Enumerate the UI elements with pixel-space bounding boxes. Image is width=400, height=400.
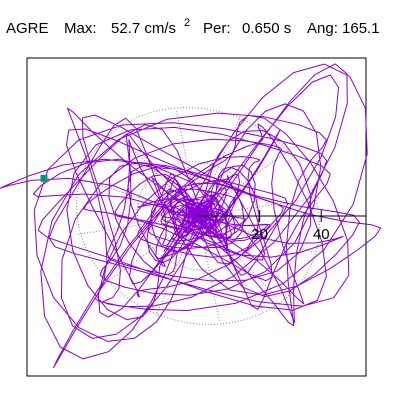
max-unit-exponent: 2 — [184, 17, 190, 29]
period-label: Per: — [203, 20, 231, 37]
plot-frame — [26, 57, 367, 377]
motion-trace — [0, 63, 382, 369]
angle-readout: Ang: 165.1 — [307, 20, 380, 37]
period-value: 0.650 s — [242, 20, 291, 37]
max-label: Max: — [64, 20, 97, 37]
radial-tick-label-40: 40 — [313, 226, 330, 243]
grid-spoke-2 — [118, 134, 278, 298]
radial-tick-label-20: 20 — [251, 226, 268, 243]
radial-axis: 20 40 — [198, 210, 366, 243]
peak-marker — [40, 174, 48, 182]
max-value: 52.7 cm/s — [111, 20, 176, 37]
station-code: AGRE — [6, 20, 49, 37]
grid-spoke-6 — [76, 197, 320, 235]
motion-trace-layer — [0, 63, 382, 369]
